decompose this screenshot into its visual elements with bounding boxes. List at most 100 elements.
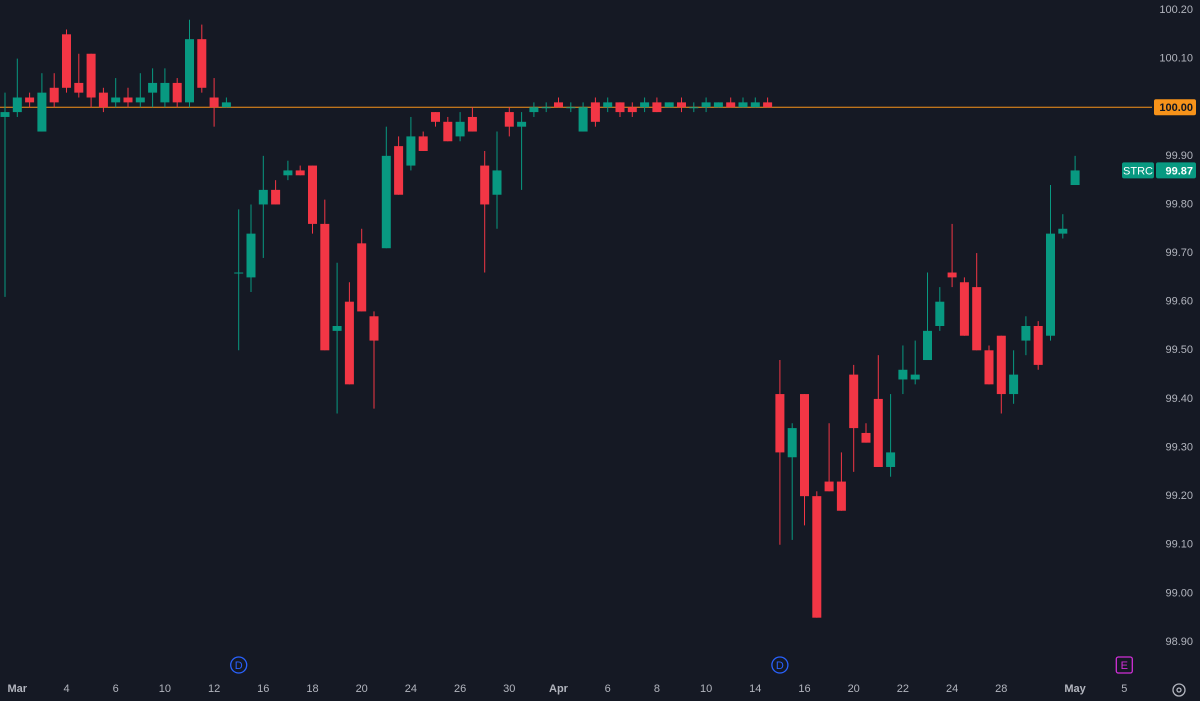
candle xyxy=(627,102,637,117)
candle xyxy=(480,150,490,273)
candle-body xyxy=(295,170,305,176)
x-tick-label: 28 xyxy=(995,683,1007,695)
candle xyxy=(652,97,662,113)
candle xyxy=(701,97,711,113)
x-tick-label: 10 xyxy=(159,683,171,695)
candle-body xyxy=(713,102,723,108)
candle xyxy=(1033,321,1043,370)
candle-body xyxy=(959,282,969,336)
candle-body xyxy=(1046,233,1055,336)
x-tick-label: May xyxy=(1064,683,1086,695)
candle xyxy=(1058,214,1068,239)
candle-body xyxy=(394,146,404,195)
candle xyxy=(295,165,305,176)
candle xyxy=(541,102,551,113)
candle-body xyxy=(185,39,194,103)
candle xyxy=(135,73,145,108)
candle xyxy=(812,491,822,618)
candle xyxy=(996,335,1006,414)
settings-icon[interactable] xyxy=(1172,683,1186,697)
candle xyxy=(74,53,84,98)
candle xyxy=(185,19,194,108)
candle-body xyxy=(873,398,883,467)
candle-body xyxy=(74,82,84,93)
candle xyxy=(849,364,859,472)
candle xyxy=(344,282,354,385)
candle-body xyxy=(972,287,982,351)
candle-body xyxy=(603,102,613,108)
x-tick-label: 30 xyxy=(503,683,515,695)
candle-body xyxy=(406,136,416,166)
y-tick-label: 100.10 xyxy=(1159,53,1193,65)
x-tick-label: 22 xyxy=(897,683,909,695)
candle-body xyxy=(627,107,637,113)
candle-body xyxy=(86,53,96,98)
y-tick-label: 99.60 xyxy=(1165,296,1193,308)
candle-body xyxy=(726,102,736,108)
gear-outline xyxy=(1172,683,1186,697)
x-tick-label: 6 xyxy=(605,683,611,695)
candle-body xyxy=(62,34,71,88)
candle-body xyxy=(234,272,244,274)
candle xyxy=(308,165,317,234)
candle xyxy=(640,97,650,113)
candle-body xyxy=(824,481,834,492)
x-tick-label: 16 xyxy=(257,683,269,695)
candle-body xyxy=(271,189,281,205)
candle xyxy=(258,155,268,258)
candle-body xyxy=(418,136,428,151)
candle xyxy=(886,394,896,477)
x-tick-label: Mar xyxy=(8,683,28,695)
candle xyxy=(1046,185,1055,341)
candle-body xyxy=(652,102,662,113)
event-icon xyxy=(230,656,248,674)
candle xyxy=(160,68,170,108)
x-tick-label: 18 xyxy=(306,683,318,695)
price-line-label-box xyxy=(1154,99,1196,116)
candle xyxy=(197,24,207,93)
gear-center xyxy=(1176,687,1182,693)
candle xyxy=(935,287,945,331)
candle-body xyxy=(123,97,133,103)
candle xyxy=(861,423,871,443)
candle-body xyxy=(923,330,932,361)
candle xyxy=(49,73,59,108)
candle-body xyxy=(37,92,47,132)
candle xyxy=(517,112,527,190)
y-tick-label: 99.50 xyxy=(1165,344,1193,356)
candle xyxy=(62,29,71,93)
x-tick-label: 8 xyxy=(654,683,660,695)
candle xyxy=(972,253,982,351)
candle-body xyxy=(615,102,625,113)
event-marker[interactable]: D xyxy=(771,656,789,674)
candle-body xyxy=(517,121,527,127)
candle xyxy=(443,116,453,142)
candle-body xyxy=(947,272,957,278)
event-marker[interactable]: D xyxy=(230,656,248,674)
candle xyxy=(603,97,613,113)
candle xyxy=(369,311,379,409)
candle-body xyxy=(701,102,711,108)
x-tick-label: Apr xyxy=(549,683,569,695)
candle-body xyxy=(750,102,760,108)
event-marker[interactable]: E xyxy=(1115,656,1133,674)
candle xyxy=(148,68,158,108)
x-tick-label: 14 xyxy=(749,683,761,695)
candle xyxy=(455,112,465,142)
candle-body xyxy=(332,326,342,331)
candle-body xyxy=(148,82,158,93)
candle-body xyxy=(172,82,182,103)
candle xyxy=(467,107,477,132)
y-tick-label: 99.20 xyxy=(1165,490,1193,502)
candle xyxy=(12,58,22,117)
candle-body xyxy=(283,170,293,176)
x-tick-label: 24 xyxy=(946,683,958,695)
x-tick-label: 12 xyxy=(208,683,220,695)
candle xyxy=(738,97,748,108)
candle-body xyxy=(541,107,551,109)
candle-body xyxy=(738,102,748,108)
symbol-label-box xyxy=(1122,162,1154,179)
x-tick-label: 10 xyxy=(700,683,712,695)
x-tick-label: 4 xyxy=(63,683,69,695)
